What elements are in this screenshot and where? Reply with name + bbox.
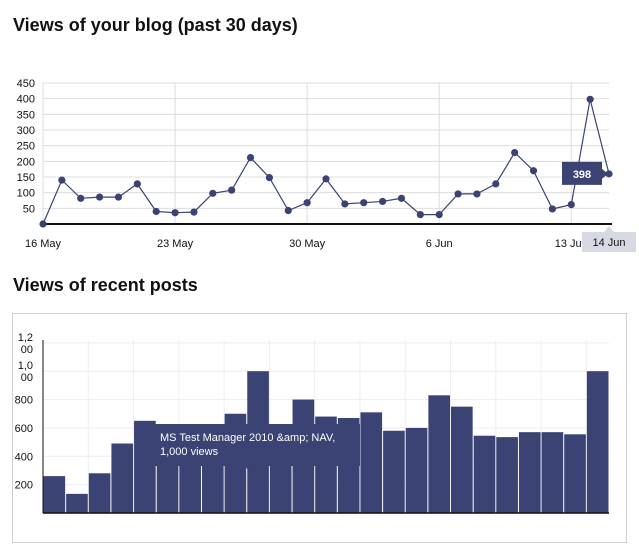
recent-posts-title: Views of recent posts — [13, 275, 198, 295]
line-y-tick-label: 100 — [17, 188, 35, 200]
line-point — [265, 174, 273, 182]
line-point — [435, 211, 443, 219]
bar — [43, 476, 66, 513]
blog-views-title: Views of your blog (past 30 days) — [13, 15, 298, 35]
bar — [541, 432, 564, 513]
bar-tooltip-arrow — [245, 466, 257, 474]
bar — [451, 406, 473, 513]
line-point — [511, 148, 519, 157]
bar-y-tick-label: 00 — [21, 344, 33, 356]
line-y-tick-label: 450 — [17, 78, 35, 90]
line-y-tick-label: 250 — [17, 141, 35, 153]
line-x-tick-label: 13 Jun — [555, 238, 588, 250]
line-point — [529, 167, 538, 175]
bar — [360, 412, 383, 513]
line-y-tick-label: 350 — [17, 109, 35, 121]
line-x-tick-label: 6 Jun — [426, 238, 453, 250]
line-point — [360, 199, 368, 207]
line-point — [58, 176, 66, 184]
line-x-tick-label: 23 May — [157, 238, 194, 250]
line-point — [492, 180, 500, 188]
line-y-tick-label: 300 — [17, 125, 35, 137]
line-x-tick-label: 30 May — [289, 238, 326, 250]
line-point — [133, 180, 141, 188]
bar-y-tick-label: 800 — [15, 395, 33, 407]
bar — [66, 493, 88, 513]
line-y-tick-label: 200 — [17, 156, 35, 168]
bar — [111, 443, 134, 513]
line-tooltip-box — [562, 161, 602, 185]
line-point — [190, 208, 198, 216]
bar — [473, 435, 496, 513]
line-point — [567, 200, 575, 209]
line-point — [171, 209, 179, 217]
line-date-highlight-label: 14 Jun — [592, 237, 625, 249]
line-point — [303, 199, 311, 207]
bar-y-tick-label: 600 — [15, 423, 33, 435]
bar — [564, 434, 586, 513]
line-tooltip-value: 398 — [573, 169, 591, 181]
line-date-highlight — [582, 232, 636, 252]
bar-y-tick-label: 00 — [21, 372, 33, 384]
line-point — [454, 190, 462, 198]
line-point — [416, 211, 424, 219]
line-point — [379, 197, 387, 206]
line-point — [228, 186, 236, 194]
line-tooltip: 398 — [562, 161, 608, 185]
line-point — [473, 190, 481, 198]
bar — [405, 427, 428, 513]
bar-panel-border — [12, 313, 627, 543]
bar — [88, 473, 111, 513]
blog-views-line-chart: 50 100 150 200 250 300 350 400 450 16 May 23 May 30… — [17, 78, 636, 252]
line-point — [341, 200, 349, 208]
line-y-tick-label: 400 — [17, 94, 35, 106]
line-point — [605, 170, 613, 178]
line-y-tick-label: 150 — [17, 172, 35, 184]
line-point — [96, 193, 104, 201]
bar — [496, 437, 518, 513]
line-x-tick-label: 16 May — [25, 238, 62, 250]
line-tooltip-arrow — [602, 168, 608, 179]
line-y-tick-label: 50 — [23, 203, 35, 215]
line-point — [114, 193, 123, 201]
bar — [428, 395, 451, 513]
line-point — [246, 153, 255, 162]
bar-tooltip: MS Test Manager 2010 &amp; NAV, 1,000 vi… — [148, 424, 360, 466]
line-point — [209, 189, 217, 197]
bar-y-tick-label: 400 — [15, 451, 33, 463]
bar-y-tick-label: 1,2 — [18, 332, 33, 344]
line-point — [548, 205, 557, 213]
bar — [518, 432, 541, 513]
bar-y-tick-label: 1,0 — [18, 360, 33, 372]
line-date-highlight-arrow — [604, 226, 614, 232]
line-point — [152, 207, 160, 216]
bar-tooltip-title: MS Test Manager 2010 &amp; NAV, — [160, 432, 336, 444]
line-point — [586, 95, 594, 103]
bar-y-tick-label: 200 — [15, 480, 33, 492]
line-point — [284, 206, 292, 215]
bar — [383, 430, 405, 513]
bar — [586, 371, 609, 513]
line-point — [322, 175, 330, 183]
line-point — [39, 220, 47, 228]
line-point — [77, 194, 85, 202]
bar-tooltip-views: 1,000 views — [160, 446, 219, 458]
line-point — [397, 194, 406, 202]
